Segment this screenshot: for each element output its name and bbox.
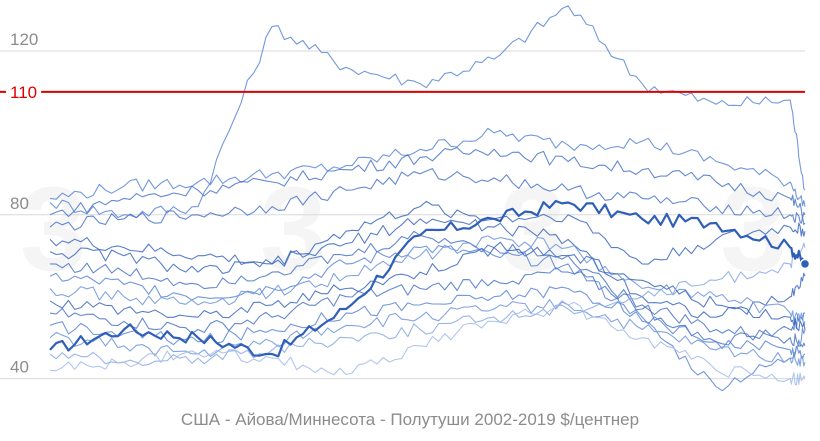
series-line — [49, 286, 806, 360]
series-line — [49, 127, 806, 207]
series-line — [49, 147, 806, 219]
series-line — [49, 200, 806, 266]
watermark-glyph: 3 — [720, 162, 787, 296]
grid — [0, 50, 805, 380]
reference-line-label: 110 — [10, 83, 37, 102]
series-line — [49, 267, 806, 348]
watermark-glyph: 3 — [500, 162, 567, 296]
y-axis-ticks: 40 80 120 — [10, 30, 38, 377]
series-line-highlight — [49, 199, 806, 358]
series-line — [49, 230, 806, 346]
x-axis-caption: США - Айова/Миннесота - Полутуши 2002-20… — [180, 410, 640, 429]
series-line — [49, 245, 806, 392]
watermark: 3333 — [20, 162, 787, 296]
series-line — [49, 5, 806, 219]
series-line — [49, 242, 806, 366]
y-tick-label: 80 — [10, 194, 29, 213]
series-group — [49, 5, 811, 392]
series-line — [49, 298, 806, 367]
reference-label-background — [6, 80, 42, 104]
y-tick-label: 40 — [10, 358, 29, 377]
series-line — [49, 168, 806, 231]
current-value-marker — [799, 258, 811, 270]
series-line — [49, 300, 806, 386]
series-line — [49, 235, 806, 326]
y-tick-label: 120 — [10, 30, 38, 49]
reference-line-group: 110 — [0, 80, 805, 104]
series-line — [49, 241, 806, 332]
